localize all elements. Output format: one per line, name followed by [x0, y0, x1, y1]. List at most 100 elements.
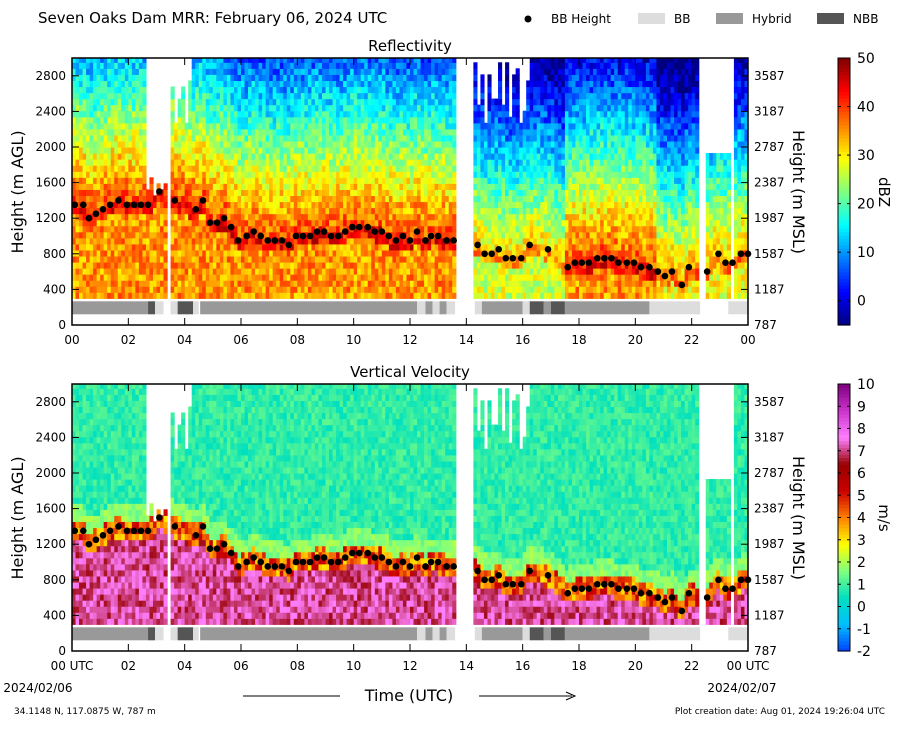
- heatmap-cell: [364, 116, 369, 124]
- heatmap-cell: [202, 189, 207, 197]
- heatmap-cell: [343, 147, 348, 154]
- heatmap-cell: [321, 171, 327, 178]
- heatmap-cell: [230, 140, 235, 148]
- heatmap-cell: [286, 153, 291, 160]
- heatmap-cell: [346, 140, 351, 148]
- heatmap-cell: [163, 219, 168, 227]
- heatmap-cell: [293, 116, 298, 124]
- heatmap-cell: [505, 286, 510, 293]
- heatmap-cell: [177, 110, 182, 118]
- heatmap-cell: [332, 255, 337, 263]
- heatmap-cell: [357, 116, 362, 124]
- heatmap-cell: [346, 207, 351, 215]
- heatmap-cell: [350, 183, 355, 190]
- heatmap-cell: [286, 104, 291, 112]
- heatmap-cell: [300, 249, 305, 257]
- heatmap-cell: [135, 249, 140, 257]
- heatmap-cell: [512, 274, 517, 281]
- heatmap-cell: [244, 286, 249, 293]
- heatmap-cell: [244, 58, 249, 63]
- heatmap-cell: [138, 183, 144, 190]
- heatmap-cell: [202, 159, 207, 166]
- heatmap-cell: [181, 243, 186, 251]
- heatmap-cell: [318, 159, 323, 166]
- heatmap-cell: [512, 195, 517, 203]
- heatmap-cell: [86, 98, 91, 106]
- heatmap-cell: [374, 195, 379, 203]
- heatmap-cell: [498, 74, 503, 82]
- heatmap-cell: [388, 140, 393, 148]
- heatmap-cell: [286, 219, 291, 227]
- heatmap-cell: [124, 98, 129, 106]
- heatmap-cell: [371, 243, 376, 251]
- heatmap-cell: [79, 213, 84, 221]
- heatmap-cell: [314, 86, 320, 94]
- heatmap-cell: [371, 147, 376, 154]
- heatmap-cell: [483, 147, 489, 154]
- heatmap-cell: [533, 268, 538, 275]
- heatmap-cell: [367, 207, 372, 215]
- heatmap-cell: [540, 201, 545, 209]
- heatmap-cell: [357, 213, 362, 221]
- heatmap-cell: [321, 128, 327, 136]
- heatmap-cell: [114, 243, 119, 251]
- heatmap-cell: [505, 207, 510, 215]
- heatmap-cell: [311, 159, 316, 166]
- heatmap-cell: [487, 153, 492, 160]
- heatmap-cell: [357, 98, 362, 106]
- heatmap-cell: [233, 159, 239, 166]
- heatmap-cell: [191, 183, 196, 190]
- heatmap-cell: [543, 261, 548, 269]
- heatmap-cell: [371, 261, 376, 269]
- heatmap-cell: [124, 80, 129, 88]
- heatmap-cell: [512, 243, 517, 251]
- heatmap-cell: [438, 195, 443, 203]
- heatmap-cell: [357, 68, 362, 75]
- heatmap-cell: [417, 183, 422, 190]
- heatmap-cell: [402, 261, 408, 269]
- heatmap-cell: [188, 159, 193, 166]
- heatmap-cell: [519, 140, 524, 148]
- heatmap-cell: [410, 58, 415, 63]
- heatmap-cell: [515, 274, 520, 281]
- heatmap-cell: [72, 116, 77, 124]
- heatmap-cell: [212, 225, 217, 233]
- heatmap-cell: [543, 213, 548, 221]
- heatmap-cell: [374, 231, 379, 239]
- heatmap-cell: [75, 189, 80, 197]
- heatmap-cell: [96, 159, 101, 166]
- heatmap-cell: [230, 134, 235, 142]
- heatmap-cell: [283, 110, 288, 118]
- heatmap-cell: [490, 177, 496, 184]
- heatmap-cell: [237, 153, 242, 160]
- heatmap-cell: [357, 274, 362, 281]
- heatmap-cell: [297, 225, 302, 233]
- heatmap-cell: [522, 165, 527, 172]
- heatmap-cell: [452, 159, 457, 166]
- heatmap-cell: [307, 213, 313, 221]
- heatmap-cell: [209, 134, 214, 142]
- heatmap-cell: [110, 116, 115, 124]
- heatmap-cell: [360, 201, 365, 209]
- heatmap-cell: [191, 68, 196, 75]
- heatmap-cell: [336, 280, 341, 287]
- heatmap-cell: [110, 147, 115, 154]
- heatmap-cell: [93, 165, 98, 172]
- heatmap-cell: [135, 177, 140, 184]
- heatmap-cell: [304, 261, 309, 269]
- heatmap-cell: [86, 286, 91, 293]
- heatmap-cell: [248, 62, 253, 69]
- heatmap-cell: [226, 237, 232, 245]
- heatmap-cell: [311, 153, 316, 160]
- heatmap-cell: [332, 286, 337, 293]
- heatmap-cell: [233, 171, 239, 178]
- heatmap-cell: [202, 201, 207, 209]
- heatmap-cell: [420, 231, 425, 239]
- heatmap-cell: [427, 177, 432, 184]
- heatmap-cell: [283, 159, 288, 166]
- heatmap-cell: [283, 207, 288, 215]
- heatmap-cell: [420, 280, 425, 287]
- heatmap-cell: [152, 286, 158, 293]
- heatmap-cell: [209, 147, 214, 154]
- heatmap-cell: [515, 153, 520, 160]
